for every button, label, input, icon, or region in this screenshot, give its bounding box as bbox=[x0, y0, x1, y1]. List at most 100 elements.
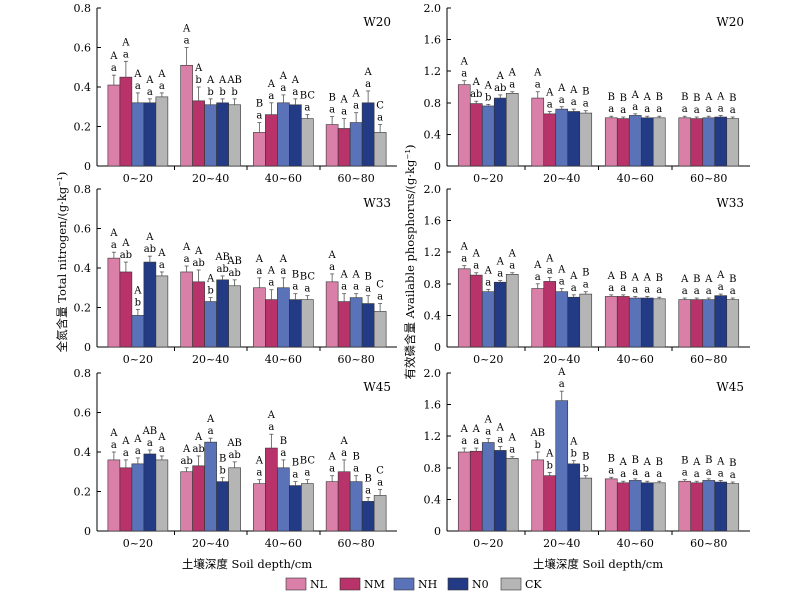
bar-nm-0-20 bbox=[119, 467, 133, 532]
significance-lower: a bbox=[268, 278, 274, 289]
significance-lower: a bbox=[485, 277, 491, 288]
bar-nm-0-20 bbox=[469, 450, 483, 532]
significance-lower: a bbox=[304, 468, 310, 479]
significance-lower: a bbox=[377, 113, 383, 124]
significance-upper: A bbox=[109, 51, 118, 62]
x-tick-label: 40~60 bbox=[265, 537, 302, 550]
significance-lower: a bbox=[353, 101, 359, 112]
x-tick-label: 20~40 bbox=[192, 172, 229, 185]
bar-nm-20-40 bbox=[192, 100, 205, 167]
significance-upper: A bbox=[508, 249, 517, 260]
significance-lower: a bbox=[461, 69, 467, 80]
significance-upper: A bbox=[484, 265, 493, 276]
bar-ck-20-40 bbox=[579, 293, 593, 348]
y-tick-label: 0 bbox=[434, 160, 441, 173]
significance-upper: AB bbox=[214, 252, 230, 263]
significance-lower: ab bbox=[470, 89, 482, 100]
bar-nh-0-20 bbox=[131, 463, 145, 532]
bar-ck-0-20 bbox=[155, 96, 169, 167]
significance-lower: ab bbox=[192, 444, 204, 455]
y-tick-label: 0.4 bbox=[424, 309, 442, 322]
y-tick-label: 0.6 bbox=[74, 42, 92, 55]
bar-nl-40-60 bbox=[253, 483, 266, 532]
x-tick-label: 0~20 bbox=[473, 172, 503, 185]
significance-lower: a bbox=[632, 284, 638, 295]
bar-nh-20-40 bbox=[204, 104, 217, 167]
legend-label-ck: CK bbox=[525, 578, 542, 591]
significance-upper: B bbox=[280, 436, 287, 447]
significance-upper: A bbox=[157, 432, 166, 443]
bar-n0-20-40 bbox=[567, 296, 581, 348]
chart-panel-w33-nitrogen: 00.20.40.60.8W330~20aAabAbAabAaA20~40aAa… bbox=[74, 183, 397, 366]
bar-n0-0-20 bbox=[143, 102, 157, 167]
significance-upper: A bbox=[182, 444, 191, 455]
panel-label: W45 bbox=[716, 380, 744, 394]
significance-lower: a bbox=[147, 438, 153, 449]
significance-upper: A bbox=[255, 456, 264, 467]
significance-upper: B bbox=[582, 452, 589, 463]
significance-upper: A bbox=[206, 274, 215, 285]
significance-upper: A bbox=[460, 57, 469, 68]
significance-lower: a bbox=[268, 422, 274, 433]
bar-nl-40-60 bbox=[604, 478, 618, 532]
bar-nl-0-20 bbox=[107, 459, 121, 532]
y-tick-label: 1.6 bbox=[424, 215, 442, 228]
y-tick-label: 1.2 bbox=[424, 430, 442, 443]
bar-n0-0-20 bbox=[143, 261, 157, 348]
bar-nm-40-60 bbox=[265, 114, 278, 167]
bar-nh-20-40 bbox=[555, 108, 569, 167]
bar-nh-40-60 bbox=[628, 297, 642, 348]
legend-label-nh: NH bbox=[418, 578, 437, 591]
bar-nm-0-20 bbox=[469, 274, 483, 348]
bar-nm-20-40 bbox=[543, 281, 557, 348]
bar-nl-0-20 bbox=[107, 84, 121, 167]
bar-nh-60-80 bbox=[349, 122, 363, 167]
significance-lower: ab bbox=[228, 450, 240, 461]
y-tick-label: 0.8 bbox=[74, 183, 92, 196]
significance-upper: A bbox=[472, 424, 481, 435]
significance-lower: ab bbox=[228, 268, 240, 279]
bar-ck-20-40 bbox=[228, 285, 241, 348]
x-tick-label: 60~80 bbox=[338, 537, 375, 550]
significance-upper: A bbox=[716, 91, 725, 102]
bar-nh-20-40 bbox=[555, 291, 569, 348]
significance-lower: a bbox=[329, 262, 335, 273]
significance-lower: a bbox=[208, 426, 214, 437]
y-tick-label: 0 bbox=[434, 525, 441, 538]
significance-upper: A bbox=[133, 69, 142, 80]
significance-upper: A bbox=[643, 92, 652, 103]
bar-nm-40-60 bbox=[616, 118, 630, 167]
significance-lower: a bbox=[559, 379, 565, 390]
significance-upper: AB bbox=[529, 428, 545, 439]
x-tick-label: 40~60 bbox=[617, 537, 654, 550]
significance-lower: b bbox=[231, 87, 237, 98]
significance-upper: A bbox=[182, 24, 191, 35]
y-tick-label: 0 bbox=[434, 341, 441, 354]
bar-n0-40-60 bbox=[289, 485, 302, 532]
bar-ck-0-20 bbox=[155, 459, 169, 532]
significance-upper: A bbox=[267, 266, 276, 277]
legend-swatch-n0 bbox=[447, 577, 469, 591]
bar-ck-0-20 bbox=[505, 93, 519, 167]
significance-lower: ab bbox=[216, 264, 228, 275]
significance-upper: A bbox=[545, 87, 554, 98]
significance-lower: a bbox=[280, 448, 286, 459]
significance-lower: a bbox=[682, 104, 688, 115]
significance-upper: A bbox=[460, 242, 469, 253]
bar-nm-20-40 bbox=[543, 475, 557, 532]
significance-lower: a bbox=[535, 272, 541, 283]
significance-lower: a bbox=[159, 260, 165, 271]
y-tick-label: 0.8 bbox=[74, 367, 92, 380]
y-tick-label: 0.2 bbox=[74, 486, 92, 499]
x-tick-label: 0~20 bbox=[123, 537, 153, 550]
legend-label-n0: N0 bbox=[472, 578, 489, 591]
bar-nh-60-80 bbox=[349, 297, 363, 348]
significance-upper: A bbox=[607, 271, 616, 282]
significance-lower: a bbox=[184, 254, 190, 265]
significance-lower: a bbox=[497, 434, 503, 445]
y-tick-label: 2.0 bbox=[424, 183, 442, 196]
significance-upper: B bbox=[582, 87, 589, 98]
significance-upper: A bbox=[557, 83, 566, 94]
bar-nl-20-40 bbox=[531, 97, 545, 167]
significance-upper: B bbox=[693, 93, 700, 104]
